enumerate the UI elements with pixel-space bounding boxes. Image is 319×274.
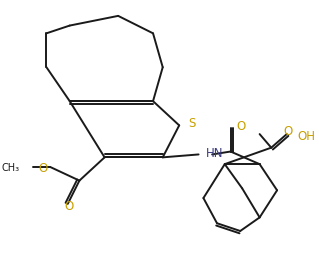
Text: S: S bbox=[188, 117, 195, 130]
Text: HN: HN bbox=[206, 147, 224, 160]
Text: O: O bbox=[283, 125, 292, 138]
Text: OH: OH bbox=[297, 130, 315, 142]
Text: O: O bbox=[236, 120, 246, 133]
Text: O: O bbox=[64, 200, 73, 213]
Text: CH₃: CH₃ bbox=[1, 163, 19, 173]
Text: O: O bbox=[38, 161, 48, 175]
